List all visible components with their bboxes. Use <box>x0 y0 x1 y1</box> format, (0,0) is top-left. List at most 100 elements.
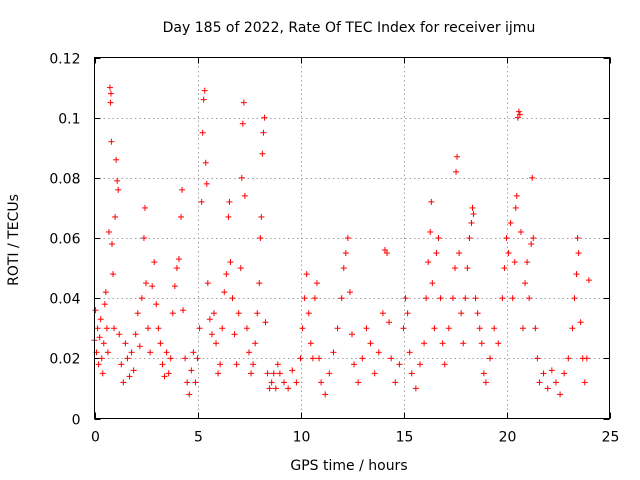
data-point <box>517 228 524 235</box>
data-point <box>412 385 419 392</box>
x-axis-label: GPS time / hours <box>290 458 407 474</box>
data-point <box>167 355 174 362</box>
data-point <box>495 340 502 347</box>
data-point <box>264 370 271 377</box>
data-point <box>514 114 521 121</box>
data-point <box>213 340 220 347</box>
data-point <box>257 235 264 241</box>
x-tick-label: 15 <box>396 430 414 446</box>
data-point <box>153 301 160 308</box>
x-tick-label: 10 <box>293 430 311 446</box>
data-point <box>311 295 318 302</box>
data-point <box>106 84 113 91</box>
data-point <box>571 295 578 302</box>
data-point <box>141 204 148 211</box>
data-point <box>194 355 201 362</box>
data-point <box>171 283 178 290</box>
data-point <box>469 204 476 211</box>
data-point <box>431 325 438 332</box>
data-point <box>165 370 172 377</box>
data-point <box>114 177 121 184</box>
data-point <box>437 295 444 302</box>
data-point <box>301 295 308 302</box>
data-point <box>175 256 182 263</box>
data-point <box>509 295 516 302</box>
data-point <box>427 228 434 235</box>
data-point <box>472 295 479 302</box>
data-point <box>482 379 489 386</box>
data-point <box>453 168 460 175</box>
x-tick-label: 20 <box>499 430 517 446</box>
data-point <box>248 370 255 377</box>
data-point <box>466 235 473 241</box>
axis-ticks <box>94 57 611 420</box>
data-point <box>464 265 471 272</box>
data-point <box>441 361 448 368</box>
data-point <box>169 310 176 317</box>
data-point <box>289 367 296 374</box>
data-points <box>91 84 592 398</box>
data-point <box>318 379 325 386</box>
data-point <box>235 310 242 317</box>
y-tick-label: 0.08 <box>49 172 80 188</box>
data-point <box>94 325 101 332</box>
data-point <box>293 379 300 386</box>
data-point <box>515 108 522 115</box>
data-point <box>107 90 114 97</box>
data-point <box>330 349 337 356</box>
data-point <box>202 159 209 166</box>
data-point <box>476 325 483 332</box>
data-point <box>132 331 139 338</box>
data-point <box>229 295 236 302</box>
data-point <box>201 87 208 94</box>
data-point <box>180 307 187 314</box>
data-point <box>243 325 250 332</box>
data-point <box>204 280 211 287</box>
data-point <box>95 361 102 368</box>
data-point <box>513 192 520 199</box>
data-point <box>396 361 403 368</box>
data-point <box>102 289 109 296</box>
data-point <box>186 391 193 398</box>
data-point <box>470 210 477 217</box>
data-point <box>388 355 395 362</box>
data-point <box>460 340 467 347</box>
data-point <box>92 307 99 314</box>
data-point <box>456 250 463 257</box>
data-point <box>163 349 170 356</box>
data-point <box>569 325 576 332</box>
data-point <box>435 235 442 241</box>
data-point <box>136 343 143 350</box>
data-point <box>474 310 481 317</box>
data-point <box>524 259 531 266</box>
y-tick-label: 0.06 <box>49 232 80 248</box>
data-point <box>260 129 267 136</box>
data-point <box>198 198 205 205</box>
data-point <box>462 295 469 302</box>
data-point <box>178 213 185 220</box>
data-point <box>316 355 323 362</box>
data-point <box>379 310 386 317</box>
data-point <box>371 370 378 377</box>
data-point <box>276 370 283 377</box>
data-point <box>266 385 273 392</box>
data-point <box>585 277 592 284</box>
data-point <box>151 259 158 266</box>
data-point <box>200 96 207 103</box>
data-point <box>196 325 203 332</box>
data-point <box>110 271 117 278</box>
data-point <box>340 265 347 272</box>
data-point <box>577 319 584 326</box>
data-point <box>433 250 440 257</box>
data-point <box>534 355 541 362</box>
data-point <box>268 379 275 386</box>
data-point <box>122 340 129 347</box>
data-point <box>173 265 180 272</box>
data-point <box>375 349 382 356</box>
data-point <box>307 340 314 347</box>
data-point <box>565 355 572 362</box>
data-point <box>503 235 510 241</box>
data-point <box>188 367 195 374</box>
data-point <box>384 250 391 257</box>
data-point <box>105 228 112 235</box>
